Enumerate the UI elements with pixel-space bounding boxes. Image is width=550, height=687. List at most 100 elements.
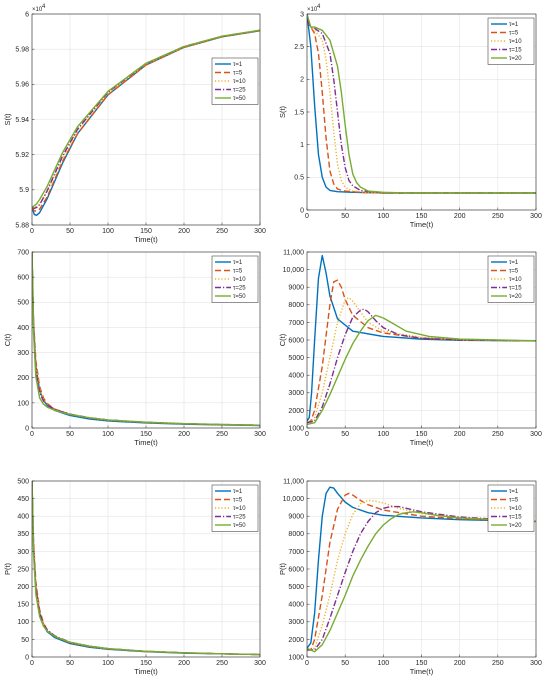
- x-tick-label: 300: [254, 228, 266, 235]
- x-tick-label: 250: [216, 228, 228, 235]
- x-tick-label: 300: [530, 431, 542, 438]
- y-axis-label: S(t): [278, 105, 287, 118]
- x-tick-label: 150: [140, 660, 152, 667]
- legend-label-5: τ=50: [233, 523, 246, 529]
- y-tick-label: 5.96: [15, 82, 29, 89]
- x-tick-label: 50: [66, 660, 74, 667]
- legend-label-5: τ=50: [233, 96, 246, 102]
- y-tick-label: 1000: [288, 654, 304, 661]
- y-tick-label: 2000: [288, 637, 304, 644]
- y-axis-label: P(t): [278, 562, 287, 575]
- y-tick-label: 450: [17, 496, 29, 503]
- x-tick-label: 0: [305, 213, 309, 220]
- legend-label-3: τ=10: [509, 39, 522, 45]
- legend-box: [487, 255, 535, 303]
- legend-label-2: τ=5: [509, 498, 519, 504]
- y-tick-label: 10,000: [283, 496, 305, 503]
- y-tick-label: 150: [17, 602, 29, 609]
- y-tick-label: 5000: [288, 584, 304, 591]
- y-tick-label: 5000: [288, 355, 304, 362]
- legend-label-5: τ=20: [509, 523, 522, 529]
- y-tick-label: 700: [17, 249, 29, 256]
- y-tick-label: 4000: [288, 373, 304, 380]
- x-tick-label: 100: [102, 660, 114, 667]
- legend-box: [487, 484, 535, 532]
- series-line-3: [307, 20, 536, 194]
- chart-panel-5: 0 50 100 150 200 250 300 0 50 100 150 200 250 300 350 4…: [3, 478, 266, 676]
- series-line-2: [307, 20, 536, 194]
- y-tick-label: 6: [25, 11, 29, 18]
- x-tick-label: 250: [216, 431, 228, 438]
- legend-label-3: τ=10: [233, 506, 246, 512]
- x-tick-label: 250: [492, 660, 504, 667]
- legend-label-2: τ=5: [233, 71, 243, 77]
- series-line-4: [307, 20, 536, 194]
- x-tick-label: 200: [454, 213, 466, 220]
- y-tick-label: 350: [17, 531, 29, 538]
- y-tick-label: 400: [17, 325, 29, 332]
- x-tick-label: 300: [530, 213, 542, 220]
- legend-box: [487, 17, 535, 65]
- y-tick-label: 5.94: [15, 117, 29, 124]
- legend-label-3: τ=10: [233, 277, 246, 283]
- legend-label-3: τ=10: [509, 506, 522, 512]
- y-tick-label: 250: [17, 566, 29, 573]
- x-axis-label: Time(t): [410, 667, 434, 676]
- legend-label-2: τ=5: [233, 498, 243, 504]
- x-tick-label: 0: [30, 660, 34, 667]
- series-line-5: [32, 252, 260, 426]
- x-tick-label: 150: [416, 660, 428, 667]
- x-axis-label: Time(t): [134, 438, 158, 447]
- series-line-3: [32, 252, 260, 426]
- legend-label-1: τ=1: [509, 260, 519, 266]
- y-tick-label: 3000: [288, 390, 304, 397]
- y-tick-label: 50: [21, 637, 29, 644]
- y-tick-label: 6000: [288, 337, 304, 344]
- y-tick-label: 5.88: [15, 222, 29, 229]
- x-tick-label: 200: [454, 431, 466, 438]
- series-line-2: [307, 492, 536, 651]
- legend-label-5: τ=50: [233, 294, 246, 300]
- legend: τ=1 τ=5 τ=10 τ=25 τ=50: [211, 57, 259, 105]
- y-tick-label: 100: [17, 619, 29, 626]
- chart-panel-2: 0 50 100 150 200 250 300 0 0.5 1 1.5 2 2.5 3×10 4 Time(…: [278, 4, 542, 229]
- y-tick-label: 0: [300, 207, 304, 214]
- legend: τ=1 τ=5 τ=10 τ=15 τ=20: [487, 17, 535, 65]
- x-tick-label: 100: [102, 431, 114, 438]
- legend-label-2: τ=5: [233, 269, 243, 275]
- x-tick-label: 150: [140, 228, 152, 235]
- y-axis-label: C(t): [3, 333, 12, 346]
- legend-label-4: τ=15: [509, 286, 522, 292]
- x-tick-label: 150: [140, 431, 152, 438]
- x-tick-label: 300: [254, 660, 266, 667]
- legend: τ=1 τ=5 τ=10 τ=15 τ=20: [487, 484, 535, 532]
- legend-label-1: τ=1: [233, 260, 243, 266]
- legend-label-1: τ=1: [509, 22, 519, 28]
- y-tick-label: 1000: [288, 425, 304, 432]
- x-tick-label: 150: [416, 431, 428, 438]
- x-tick-label: 0: [30, 228, 34, 235]
- axis-multiplier: ×10: [307, 7, 318, 13]
- x-tick-label: 250: [492, 213, 504, 220]
- series-line-3: [307, 499, 536, 651]
- legend-box: [211, 255, 259, 303]
- y-axis-label: S(t): [3, 113, 12, 126]
- legend-box: [211, 57, 259, 105]
- x-tick-label: 100: [377, 660, 389, 667]
- y-tick-label: 3000: [288, 619, 304, 626]
- y-tick-label: 5.98: [15, 47, 29, 54]
- chart-panel-3: 0 50 100 150 200 250 300 0 100 200 300 400 500 600 700…: [3, 249, 266, 447]
- legend-label-3: τ=10: [233, 79, 246, 85]
- x-tick-label: 50: [341, 431, 349, 438]
- legend-label-4: τ=25: [233, 286, 246, 292]
- series-line-4: [307, 505, 536, 651]
- legend-label-5: τ=20: [509, 294, 522, 300]
- y-tick-label: 7000: [288, 320, 304, 327]
- x-tick-label: 0: [30, 431, 34, 438]
- y-tick-label: 300: [17, 350, 29, 357]
- series-line-5: [307, 14, 536, 194]
- y-tick-label: 1: [300, 142, 304, 149]
- legend-box: [211, 484, 259, 532]
- legend-label-3: τ=10: [509, 277, 522, 283]
